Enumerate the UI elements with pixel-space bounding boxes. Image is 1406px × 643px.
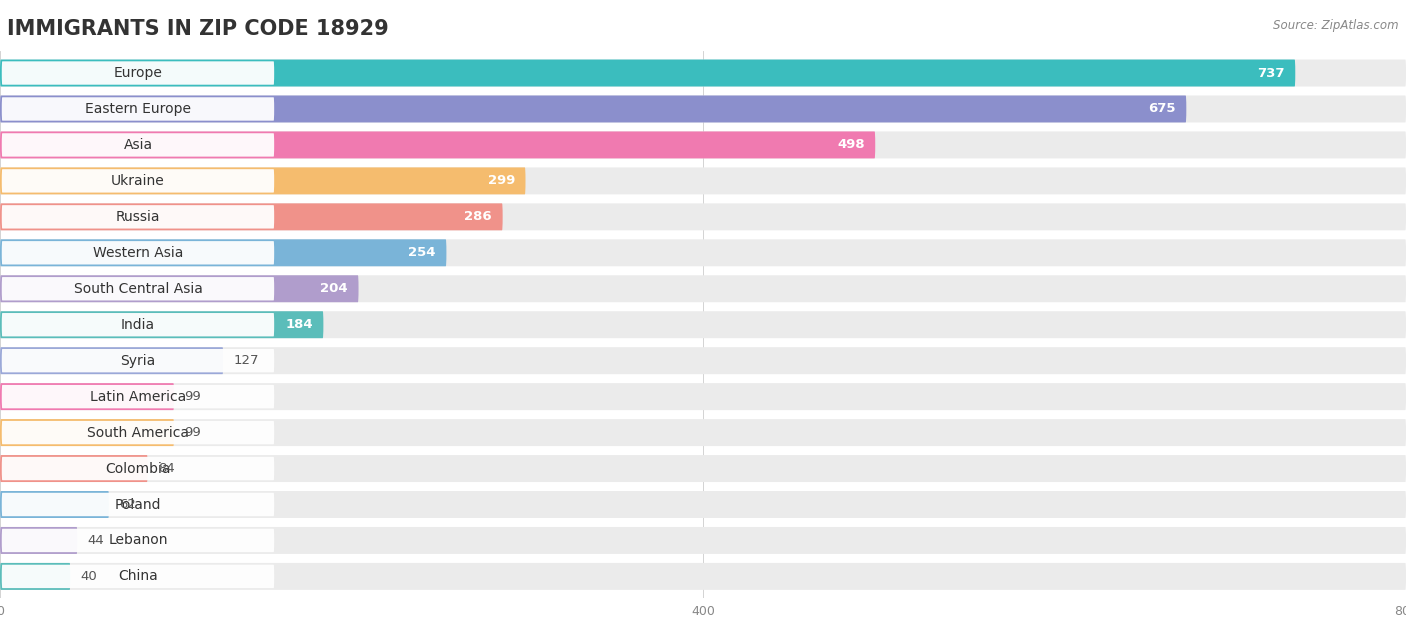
Text: 99: 99 <box>184 390 201 403</box>
FancyBboxPatch shape <box>1 169 274 192</box>
Text: 44: 44 <box>87 534 104 547</box>
FancyBboxPatch shape <box>1 205 274 228</box>
FancyBboxPatch shape <box>0 167 526 194</box>
Text: Lebanon: Lebanon <box>108 534 167 547</box>
Text: 62: 62 <box>120 498 136 511</box>
FancyBboxPatch shape <box>1 529 274 552</box>
FancyBboxPatch shape <box>0 455 148 482</box>
FancyBboxPatch shape <box>1 133 274 157</box>
Text: 184: 184 <box>285 318 314 331</box>
FancyBboxPatch shape <box>0 203 503 230</box>
FancyBboxPatch shape <box>0 563 1406 590</box>
Text: Latin America: Latin America <box>90 390 186 404</box>
Text: Colombia: Colombia <box>105 462 170 476</box>
FancyBboxPatch shape <box>0 275 1406 302</box>
FancyBboxPatch shape <box>0 419 174 446</box>
Text: Russia: Russia <box>115 210 160 224</box>
FancyBboxPatch shape <box>1 385 274 408</box>
FancyBboxPatch shape <box>0 311 1406 338</box>
FancyBboxPatch shape <box>1 349 274 372</box>
Text: 299: 299 <box>488 174 515 187</box>
FancyBboxPatch shape <box>0 491 1406 518</box>
FancyBboxPatch shape <box>0 347 224 374</box>
FancyBboxPatch shape <box>1 277 274 300</box>
FancyBboxPatch shape <box>0 167 1406 194</box>
FancyBboxPatch shape <box>0 96 1406 122</box>
FancyBboxPatch shape <box>1 241 274 264</box>
Text: 40: 40 <box>82 570 97 583</box>
Text: Source: ZipAtlas.com: Source: ZipAtlas.com <box>1274 19 1399 32</box>
Text: 204: 204 <box>321 282 349 295</box>
FancyBboxPatch shape <box>0 347 1406 374</box>
Text: Ukraine: Ukraine <box>111 174 165 188</box>
Text: 127: 127 <box>233 354 259 367</box>
FancyBboxPatch shape <box>1 565 274 588</box>
FancyBboxPatch shape <box>0 131 1406 158</box>
Text: South America: South America <box>87 426 188 440</box>
FancyBboxPatch shape <box>1 61 274 85</box>
FancyBboxPatch shape <box>0 527 77 554</box>
Text: Poland: Poland <box>115 498 162 511</box>
Text: Syria: Syria <box>121 354 156 368</box>
Text: 99: 99 <box>184 426 201 439</box>
Text: 84: 84 <box>159 462 174 475</box>
FancyBboxPatch shape <box>0 239 1406 266</box>
FancyBboxPatch shape <box>0 419 1406 446</box>
Text: 675: 675 <box>1149 102 1175 116</box>
FancyBboxPatch shape <box>0 383 174 410</box>
Text: IMMIGRANTS IN ZIP CODE 18929: IMMIGRANTS IN ZIP CODE 18929 <box>7 19 389 39</box>
FancyBboxPatch shape <box>0 60 1406 87</box>
FancyBboxPatch shape <box>0 455 1406 482</box>
Text: Eastern Europe: Eastern Europe <box>84 102 191 116</box>
FancyBboxPatch shape <box>0 383 1406 410</box>
Text: 254: 254 <box>408 246 436 259</box>
Text: 737: 737 <box>1257 66 1285 80</box>
Text: 498: 498 <box>837 138 865 152</box>
FancyBboxPatch shape <box>0 203 1406 230</box>
FancyBboxPatch shape <box>0 275 359 302</box>
FancyBboxPatch shape <box>0 491 110 518</box>
FancyBboxPatch shape <box>0 96 1187 122</box>
Text: China: China <box>118 570 157 583</box>
Text: South Central Asia: South Central Asia <box>73 282 202 296</box>
FancyBboxPatch shape <box>0 527 1406 554</box>
Text: Europe: Europe <box>114 66 163 80</box>
FancyBboxPatch shape <box>1 313 274 336</box>
FancyBboxPatch shape <box>1 493 274 516</box>
Text: Asia: Asia <box>124 138 152 152</box>
FancyBboxPatch shape <box>1 421 274 444</box>
FancyBboxPatch shape <box>0 239 447 266</box>
Text: India: India <box>121 318 155 332</box>
Text: 286: 286 <box>464 210 492 223</box>
FancyBboxPatch shape <box>1 457 274 480</box>
FancyBboxPatch shape <box>0 563 70 590</box>
FancyBboxPatch shape <box>0 60 1295 87</box>
FancyBboxPatch shape <box>0 311 323 338</box>
FancyBboxPatch shape <box>1 97 274 121</box>
Text: Western Asia: Western Asia <box>93 246 183 260</box>
FancyBboxPatch shape <box>0 131 875 158</box>
